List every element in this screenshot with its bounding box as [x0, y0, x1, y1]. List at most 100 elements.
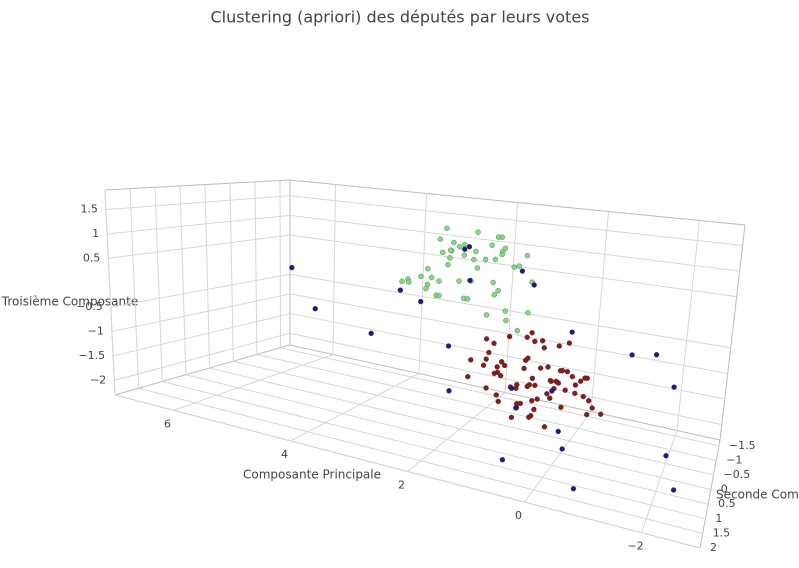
point [580, 393, 586, 400]
point [553, 378, 559, 385]
x-tick-label: 0 [515, 509, 522, 522]
point [499, 457, 506, 463]
grid-line [107, 214, 291, 235]
y-tick-label: 2 [710, 541, 717, 554]
point [471, 256, 477, 263]
point [456, 244, 463, 250]
point [566, 340, 573, 346]
y-tick-label: 0 [721, 483, 728, 496]
point [529, 375, 536, 381]
point [464, 296, 471, 302]
point [445, 343, 452, 349]
y-tick-label: −1 [726, 453, 742, 466]
x-tick-label: −2 [627, 540, 643, 553]
point [486, 349, 492, 356]
point [582, 375, 588, 381]
z-tick-label: −0.5 [76, 300, 103, 313]
point [399, 278, 405, 285]
point [498, 359, 505, 365]
point [495, 234, 502, 240]
point [541, 345, 547, 351]
grid-line [185, 374, 709, 505]
point [671, 384, 677, 390]
point [495, 398, 501, 405]
grid-line [173, 354, 334, 411]
grid-line [162, 381, 706, 520]
grid-line [289, 332, 722, 426]
point [502, 308, 508, 314]
point [663, 453, 669, 459]
point [465, 374, 471, 380]
point [524, 253, 530, 259]
y-tick-label: 0.5 [718, 497, 736, 510]
box-edge [114, 344, 291, 396]
grid-line [332, 184, 336, 355]
grid-line [179, 185, 187, 375]
box-edge [104, 179, 291, 191]
point [521, 365, 527, 372]
grid-line [204, 184, 211, 368]
point [447, 247, 454, 253]
point [547, 395, 553, 401]
point [529, 330, 535, 336]
grid-line [279, 180, 282, 348]
grid-line [289, 313, 725, 400]
point [368, 330, 374, 337]
point [540, 338, 546, 344]
z-tick-label: 1.5 [80, 203, 98, 216]
grid-line [289, 195, 743, 246]
point [531, 282, 537, 288]
point [289, 264, 295, 271]
point [437, 236, 443, 242]
point [517, 400, 523, 407]
point [528, 413, 534, 419]
point [532, 338, 538, 345]
point [584, 411, 590, 418]
box-edge [719, 224, 746, 441]
grid-line [289, 214, 740, 272]
point [555, 428, 561, 435]
point [491, 370, 497, 377]
point [598, 411, 604, 417]
point [436, 292, 442, 299]
grid-line [111, 293, 291, 333]
point [492, 256, 499, 263]
z-tick-label: 0.5 [83, 251, 101, 264]
point [653, 352, 660, 358]
grid-line [114, 394, 701, 549]
point [556, 343, 562, 349]
grid-line [256, 353, 717, 461]
y-tick-label: −1.5 [729, 439, 756, 452]
grid-line [229, 183, 234, 362]
point [572, 390, 578, 396]
point [451, 239, 457, 246]
point [629, 352, 635, 358]
chart-title: Clustering (apriori) des députés par leu… [210, 8, 589, 27]
point [489, 242, 495, 248]
z-tick-label: −1.5 [78, 349, 105, 362]
point [467, 277, 473, 284]
point [444, 225, 450, 231]
point [501, 362, 508, 369]
point [490, 279, 496, 286]
point [406, 279, 412, 285]
point [483, 312, 490, 318]
point [547, 377, 553, 384]
point [577, 378, 584, 384]
point [397, 287, 404, 293]
point [418, 273, 424, 280]
point [513, 405, 519, 411]
point [559, 368, 566, 374]
point [545, 364, 551, 370]
point [423, 285, 429, 292]
point [569, 374, 576, 380]
point [569, 329, 575, 335]
point [483, 356, 489, 362]
grid-line [209, 367, 711, 491]
grid-line [418, 193, 427, 374]
point [514, 328, 520, 334]
point [503, 317, 509, 324]
point [564, 369, 571, 375]
point [502, 245, 509, 251]
point [586, 398, 592, 404]
